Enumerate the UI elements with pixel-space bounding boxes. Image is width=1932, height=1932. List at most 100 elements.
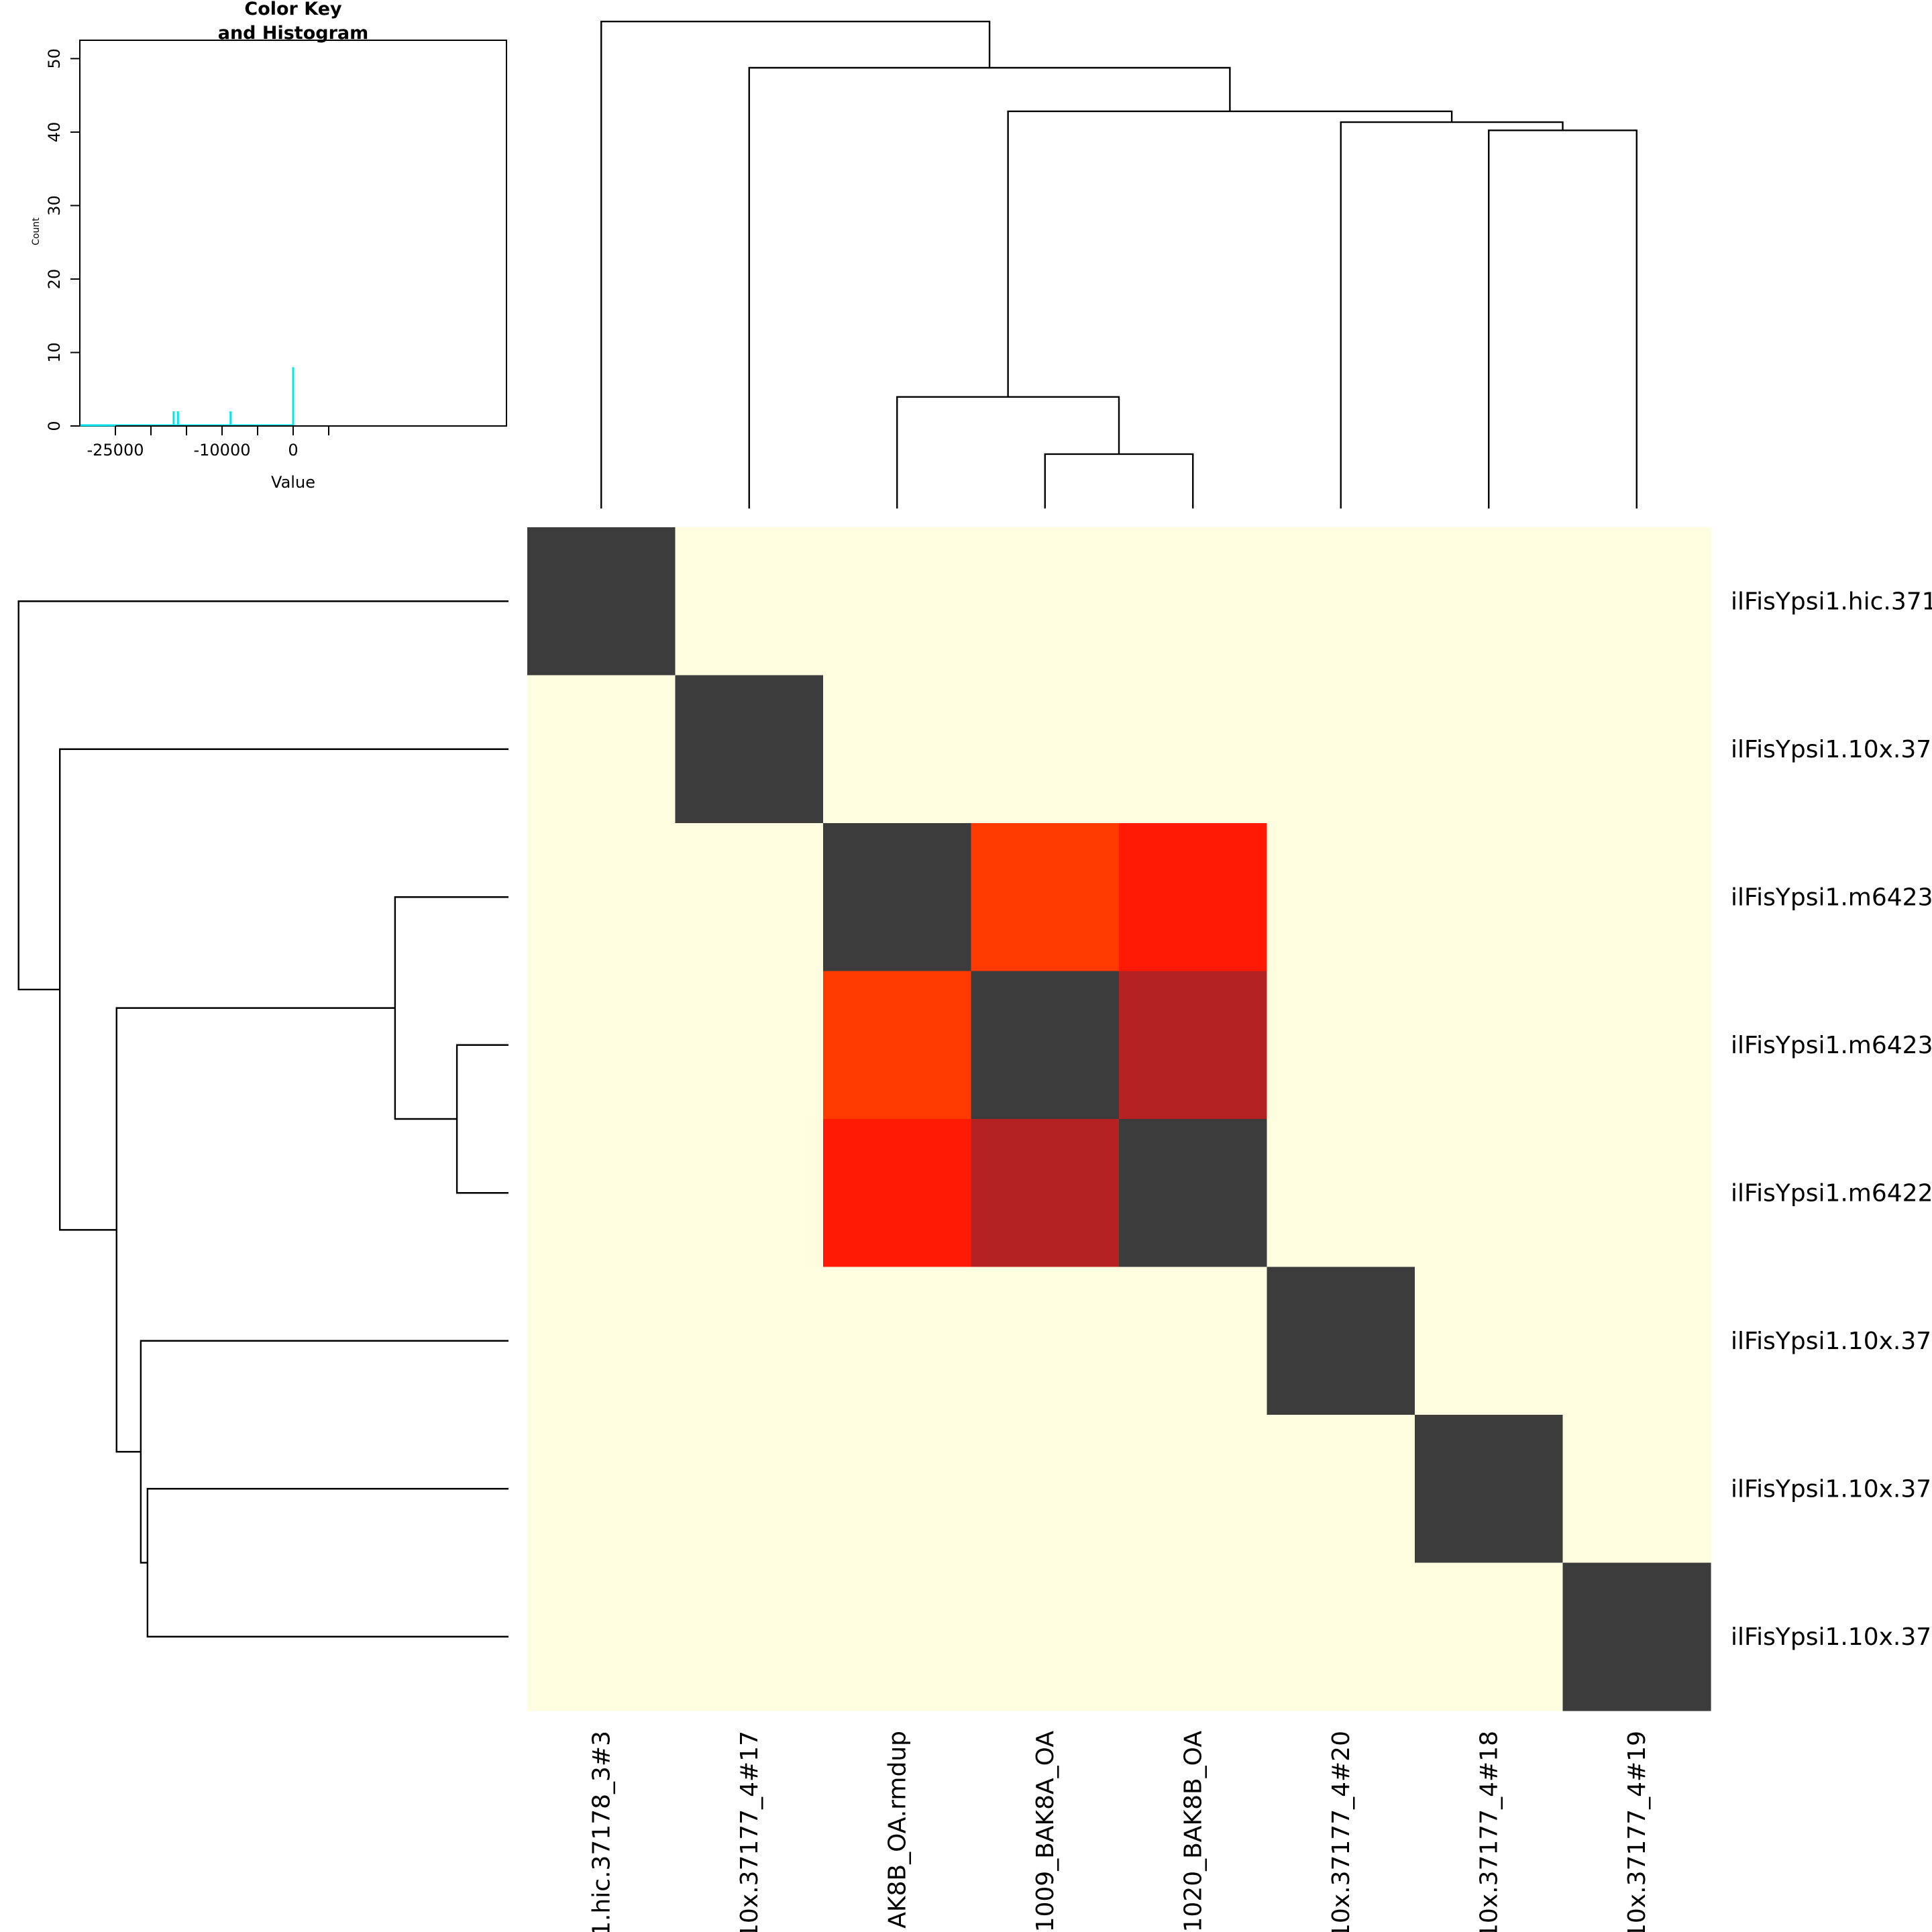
row-labels: ilFisYpsi1.hic.371 ilFisYpsi1.10x.37 ilFis… xyxy=(1731,588,1932,1651)
heatmap-cell-r5-c4 xyxy=(971,1119,1120,1268)
histogram-bars xyxy=(80,367,294,427)
col-dendrogram-branch xyxy=(896,396,1120,508)
heatmap-cell-r1-c4 xyxy=(971,527,1120,676)
row-dendrogram-branch xyxy=(115,1007,395,1453)
row-label: ilFisYpsi1.10x.37 xyxy=(1731,736,1931,763)
row-label: ilFisYpsi1.10x.37 xyxy=(1731,1475,1931,1503)
heatmap-cell-r1-c6 xyxy=(1267,527,1415,676)
column-labels: 1.hic.37178_3#3 10x.37177_4#17 AK8B_OA.rmd… xyxy=(588,1731,1651,1932)
histogram-y-tick-label: 20 xyxy=(45,269,64,290)
heatmap-cell-r1-c5 xyxy=(1119,527,1268,676)
heatmap-cell-r4-c7 xyxy=(1415,971,1564,1120)
column-label: 1009_BAK8A_OA xyxy=(1032,1731,1059,1932)
row-dendrogram-branch xyxy=(146,1488,508,1638)
heatmap-cell-r7-c7 xyxy=(1415,1415,1564,1564)
heatmap-cell-r6-c8 xyxy=(1562,1267,1711,1415)
histogram-y-tick-label: 0 xyxy=(45,421,64,431)
color-key-histogram: Color Key and Histogram -25000 -10000 0 01… xyxy=(31,0,507,492)
heatmap-cell-r5-c3 xyxy=(823,1119,972,1268)
row-dendrogram-branch xyxy=(58,748,508,1231)
heatmap-cell-r5-c6 xyxy=(1267,1119,1415,1268)
heatmap-cell-r8-c4 xyxy=(971,1562,1120,1711)
heatmap-cell-r7-c6 xyxy=(1267,1415,1415,1564)
row-label: ilFisYpsi1.m6423 xyxy=(1731,1032,1932,1059)
heatmap-cell-r2-c8 xyxy=(1562,675,1711,824)
heatmap-cell-r7-c1 xyxy=(527,1415,676,1564)
row-dendrogram-branch xyxy=(394,896,508,1120)
heatmap-cell-r6-c7 xyxy=(1415,1267,1564,1415)
histogram-x-axis: -25000 -10000 0 xyxy=(87,425,329,460)
column-label: 1020_BAK8B_OA xyxy=(1179,1731,1207,1932)
heatmap-cell-r3-c1 xyxy=(527,823,676,972)
row-label: ilFisYpsi1.10x.37 xyxy=(1731,1328,1931,1355)
column-label: 10x.37177_4#18 xyxy=(1475,1731,1503,1932)
heatmap-cell-r6-c4 xyxy=(971,1267,1120,1415)
heatmap-cell-r2-c7 xyxy=(1415,675,1564,824)
histogram-title-line-1: Color Key xyxy=(244,0,342,19)
col-dendrogram-branch xyxy=(1044,453,1194,508)
column-label: 10x.37177_4#20 xyxy=(1328,1731,1355,1932)
heatmap-cell-r8-c2 xyxy=(675,1562,824,1711)
heatmap-cell-r3-c5 xyxy=(1119,823,1268,972)
heatmap-cell-r4-c3 xyxy=(823,971,972,1120)
row-label: ilFisYpsi1.hic.371 xyxy=(1731,588,1932,615)
heatmap-cell-r2-c3 xyxy=(823,675,972,824)
col-dendrogram-branch xyxy=(1007,110,1453,397)
heatmap-cell-r7-c4 xyxy=(971,1415,1120,1564)
heatmap-cell-r8-c6 xyxy=(1267,1562,1415,1711)
heatmap-cell-r3-c7 xyxy=(1415,823,1564,972)
heatmap-cell-r4-c1 xyxy=(527,971,676,1120)
heatmap-cell-r8-c8 xyxy=(1562,1562,1711,1711)
heatmap-cell-r4-c6 xyxy=(1267,971,1415,1120)
col-dendrogram-branch xyxy=(1488,129,1638,508)
heatmap-cell-r6-c6 xyxy=(1267,1267,1415,1415)
histogram-y-tick-label: 30 xyxy=(45,195,64,216)
heatmap-cell-r3-c8 xyxy=(1562,823,1711,972)
histogram-x-tick-label: 0 xyxy=(288,441,298,460)
heatmap-cell-r7-c3 xyxy=(823,1415,972,1564)
heatmap-cell-r7-c5 xyxy=(1119,1415,1268,1564)
heatmap-cell-r8-c3 xyxy=(823,1562,972,1711)
heatmap-cell-r3-c6 xyxy=(1267,823,1415,972)
row-label: ilFisYpsi1.m6422 xyxy=(1731,1179,1932,1207)
heatmap-cell-r6-c5 xyxy=(1119,1267,1268,1415)
heatmap-cell-r2-c5 xyxy=(1119,675,1268,824)
heatmap-cell-r4-c4 xyxy=(971,971,1120,1120)
heatmap-cell-r8-c5 xyxy=(1119,1562,1268,1711)
histogram-y-axis: 0 10 20 30 40 50 xyxy=(45,48,80,431)
heatmap-cell-r8-c1 xyxy=(527,1562,676,1711)
heatmap-cell-r1-c3 xyxy=(823,527,972,676)
column-dendrogram xyxy=(600,20,1638,508)
heatmap-cell-r6-c2 xyxy=(675,1267,824,1415)
heatmap-cell-r1-c8 xyxy=(1562,527,1711,676)
heatmap-cell-r5-c2 xyxy=(675,1119,824,1268)
column-label: 10x.37177_4#19 xyxy=(1623,1731,1651,1932)
histogram-x-label: Value xyxy=(271,473,315,492)
heatmap-cell-r7-c8 xyxy=(1562,1415,1711,1564)
heatmap-cell-r5-c8 xyxy=(1562,1119,1711,1268)
heatmap-cell-r6-c3 xyxy=(823,1267,972,1415)
heatmap-cell-r5-c1 xyxy=(527,1119,676,1268)
heatmap-cells xyxy=(527,527,1711,1711)
histogram-x-tick-label: -10000 xyxy=(193,441,250,460)
heatmap-cell-r2-c1 xyxy=(527,675,676,824)
heatmap-cell-r4-c8 xyxy=(1562,971,1711,1120)
heatmap-cell-r3-c3 xyxy=(823,823,972,972)
heatmap-cell-r3-c4 xyxy=(971,823,1120,972)
col-dendrogram-branch xyxy=(600,20,991,508)
heatmap-cell-r1-c1 xyxy=(527,527,676,676)
heatmap-cell-r5-c5 xyxy=(1119,1119,1268,1268)
histogram-y-tick-label: 40 xyxy=(45,122,64,143)
column-label: AK8B_OA.rmdup xyxy=(883,1731,911,1929)
col-dendrogram-branch xyxy=(1340,121,1564,508)
heatmap-cell-r2-c2 xyxy=(675,675,824,824)
histogram-y-tick-label: 50 xyxy=(45,48,64,69)
heatmap-cell-r1-c7 xyxy=(1415,527,1564,676)
histogram-y-tick-label: 10 xyxy=(45,342,64,363)
row-label: ilFisYpsi1.10x.37 xyxy=(1731,1623,1931,1651)
column-label: 10x.37177_4#17 xyxy=(736,1731,763,1932)
heatmap-cell-r2-c4 xyxy=(971,675,1120,824)
column-label: 1.hic.37178_3#3 xyxy=(588,1731,615,1932)
heatmap-cell-r2-c6 xyxy=(1267,675,1415,824)
